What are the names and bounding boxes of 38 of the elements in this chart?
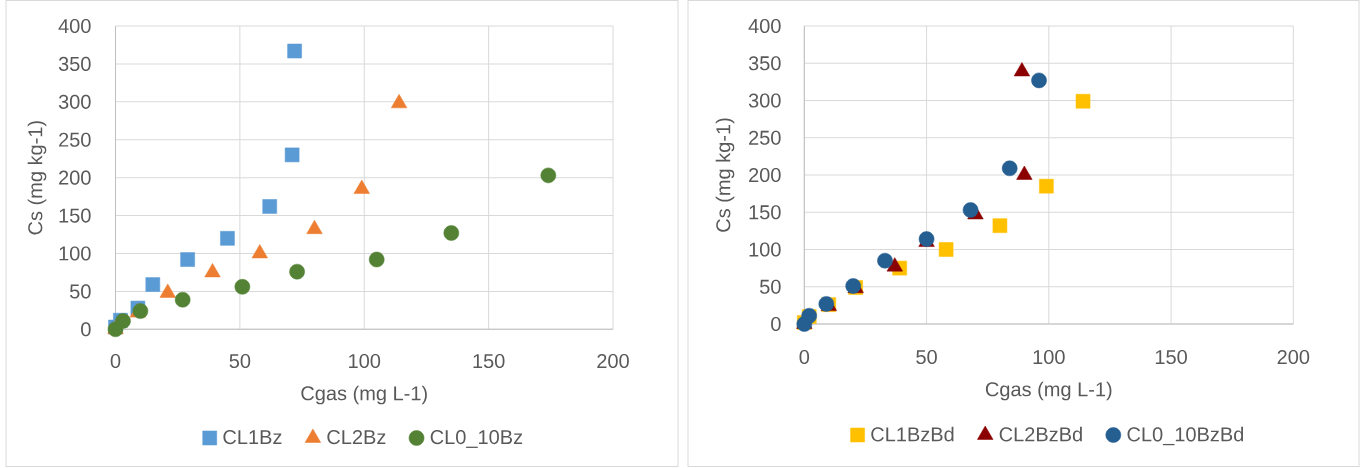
y-tick-label: 50	[69, 284, 91, 299]
y-tick-label: 300	[748, 93, 781, 108]
y-tick-label: 400	[748, 18, 781, 34]
y-axis-title: Cs (mg kg-1)	[27, 121, 47, 235]
legend-label: CL2BzBd	[999, 426, 1082, 442]
x-tick-label: 200	[597, 353, 629, 369]
legend-label: CL0_10BzBd	[1127, 426, 1244, 446]
x-tick-label: 50	[916, 349, 937, 365]
x-tick-label: 0	[110, 353, 121, 369]
y-tick-label: 200	[59, 170, 91, 185]
x-tick-label: 150	[473, 353, 505, 369]
legend-label: CL1BzBd	[871, 426, 954, 442]
y-tick-label: 250	[749, 130, 781, 145]
y-tick-label: 350	[748, 56, 781, 71]
y-tick-label: 150	[59, 208, 91, 223]
y-tick-label: 400	[58, 18, 91, 34]
y-tick-label: 300	[58, 94, 91, 109]
y-tick-label: 250	[59, 132, 91, 147]
x-axis-title: Cgas (mg L-1)	[301, 385, 427, 405]
y-tick-label: 100	[59, 246, 91, 261]
y-tick-label: 100	[749, 242, 781, 257]
y-tick-label: 150	[749, 205, 781, 220]
y-axis-title: Cs (mg kg-1)	[715, 118, 735, 232]
x-tick-label: 50	[229, 353, 251, 369]
x-tick-label: 150	[1155, 349, 1187, 365]
x-tick-label: 200	[1277, 349, 1310, 365]
y-tick-label: 350	[58, 56, 91, 71]
y-tick-label: 0	[81, 322, 91, 337]
legend-label: CL0_10Bz	[430, 430, 523, 448]
x-axis-title: Cgas (mg L-1)	[985, 381, 1112, 401]
y-tick-label: 50	[759, 279, 781, 294]
legend-label: CL2Bz	[327, 430, 386, 445]
x-tick-label: 100	[1033, 349, 1065, 365]
legend-label: CL1Bz	[223, 430, 282, 445]
x-tick-label: 100	[349, 353, 381, 369]
x-tick-label: 0	[799, 349, 810, 365]
y-tick-label: 200	[749, 167, 781, 183]
y-tick-label: 0	[771, 316, 781, 332]
